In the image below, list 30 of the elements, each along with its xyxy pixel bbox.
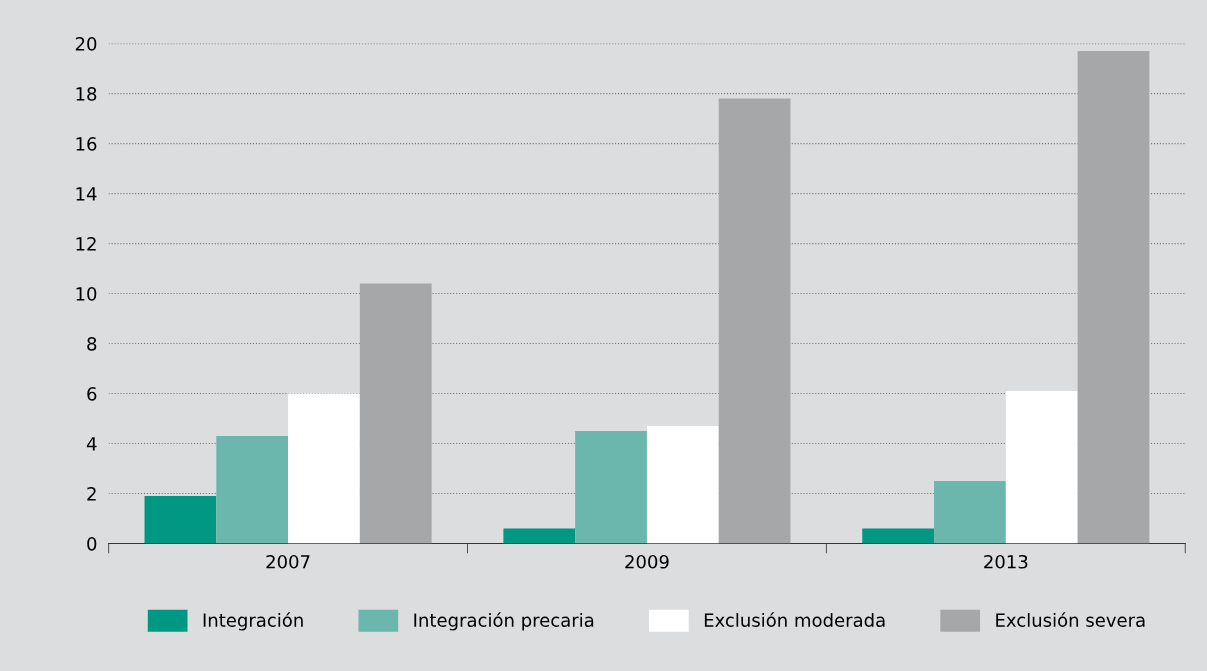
y-tick-label: 18 <box>76 87 97 101</box>
x-tick-label: 2007 <box>266 554 310 569</box>
bar <box>359 283 432 544</box>
y-tick-label: 0 <box>87 536 97 551</box>
bar <box>1077 51 1150 544</box>
bar <box>934 481 1006 544</box>
x-tick-label: 2013 <box>984 554 1028 569</box>
y-tick-label: 4 <box>86 437 97 451</box>
bar <box>1005 391 1078 544</box>
bar <box>718 98 791 544</box>
bar <box>646 426 719 544</box>
y-tick-label: 14 <box>76 187 97 201</box>
y-tick-label: 2 <box>87 486 96 501</box>
legend-label: Integración <box>203 612 303 631</box>
y-tick-label: 10 <box>76 287 97 301</box>
y-tick-label: 8 <box>87 337 97 351</box>
bar <box>288 393 360 544</box>
legend-label: Exclusión moderada <box>704 612 885 627</box>
y-tick-label: 12 <box>76 237 96 251</box>
y-tick-label: 20 <box>75 37 97 51</box>
bar <box>503 528 576 544</box>
legend-label: Integración precaria <box>414 612 594 631</box>
bar <box>575 431 647 544</box>
bar <box>862 528 935 544</box>
y-tick-label: 16 <box>76 137 97 151</box>
bar <box>144 496 217 544</box>
legend-label: Exclusión severa <box>996 612 1145 627</box>
x-tick-label: 2009 <box>625 554 669 569</box>
y-tick-label: 6 <box>87 387 97 401</box>
bar <box>216 436 289 544</box>
